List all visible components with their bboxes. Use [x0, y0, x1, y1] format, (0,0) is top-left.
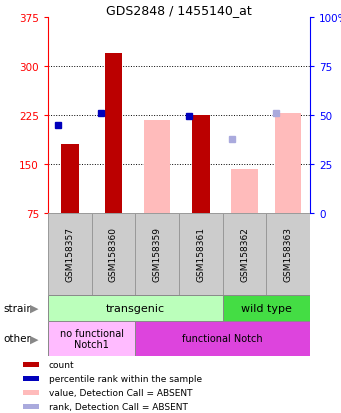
Text: GSM158361: GSM158361 — [196, 227, 205, 282]
Bar — [48, 214, 92, 295]
Text: count: count — [49, 360, 74, 369]
Bar — [24, 376, 39, 381]
Bar — [192, 116, 210, 214]
Text: ▶: ▶ — [30, 303, 39, 313]
Text: functional Notch: functional Notch — [182, 334, 263, 344]
Text: rank, Detection Call = ABSENT: rank, Detection Call = ABSENT — [49, 402, 188, 411]
Text: percentile rank within the sample: percentile rank within the sample — [49, 374, 202, 383]
Bar — [266, 214, 310, 295]
Text: transgenic: transgenic — [106, 303, 165, 313]
Bar — [48, 295, 223, 321]
Bar — [48, 321, 135, 356]
Title: GDS2848 / 1455140_at: GDS2848 / 1455140_at — [106, 4, 252, 17]
Text: strain: strain — [3, 303, 33, 313]
Bar — [275, 114, 301, 214]
Text: no functional
Notch1: no functional Notch1 — [60, 328, 124, 349]
Bar — [135, 321, 310, 356]
Bar — [105, 54, 122, 214]
Bar — [92, 214, 135, 295]
Bar — [135, 214, 179, 295]
Bar — [24, 404, 39, 409]
Text: GSM158357: GSM158357 — [65, 227, 74, 282]
Bar — [61, 145, 78, 214]
Bar — [24, 362, 39, 367]
Text: other: other — [3, 334, 31, 344]
Bar — [232, 169, 257, 214]
Bar — [223, 295, 310, 321]
Text: GSM158363: GSM158363 — [284, 227, 293, 282]
Bar — [223, 214, 266, 295]
Bar — [179, 214, 223, 295]
Text: GSM158359: GSM158359 — [153, 227, 162, 282]
Text: value, Detection Call = ABSENT: value, Detection Call = ABSENT — [49, 388, 192, 397]
Bar — [144, 120, 170, 214]
Text: wild type: wild type — [241, 303, 292, 313]
Text: GSM158362: GSM158362 — [240, 227, 249, 282]
Text: GSM158360: GSM158360 — [109, 227, 118, 282]
Bar — [24, 390, 39, 395]
Text: ▶: ▶ — [30, 334, 39, 344]
